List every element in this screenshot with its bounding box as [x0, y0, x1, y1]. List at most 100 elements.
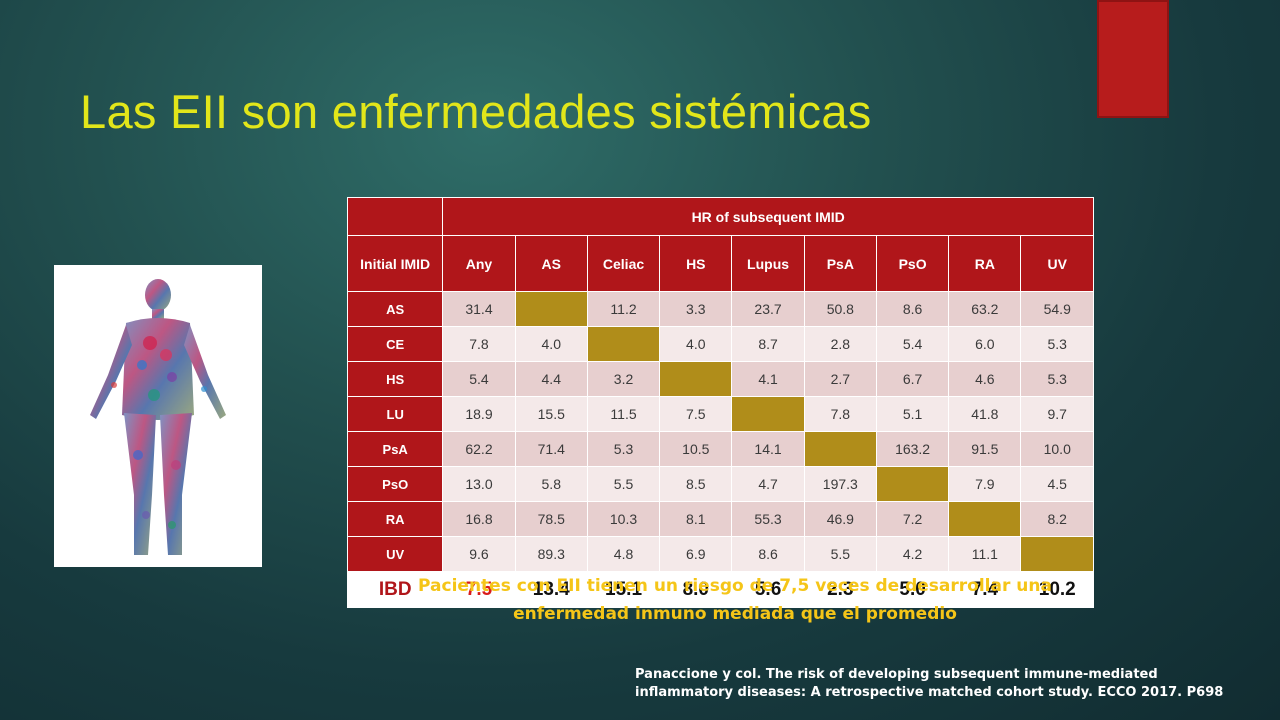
table-row: CE 7.8 4.0 4.0 8.7 2.8 5.4 6.0 5.3	[346, 326, 1094, 362]
row-header: CE	[346, 326, 444, 362]
table-cell: 46.9	[803, 501, 877, 537]
citation-line: inflammatory diseases: A retrospective m…	[635, 685, 1224, 700]
table-cell: 13.0	[442, 466, 516, 502]
table-cell: 8.7	[731, 326, 805, 362]
table-cell: 8.1	[659, 501, 733, 537]
diagonal-cell	[659, 361, 733, 397]
table-cell: 10.0	[1020, 431, 1094, 467]
table-cell: 8.2	[1020, 501, 1094, 537]
diagonal-cell	[875, 466, 950, 502]
column-header: HS	[659, 235, 733, 292]
table-row: HS 5.4 4.4 3.2 4.1 2.7 6.7 4.6 5.3	[346, 361, 1094, 397]
table-cell: 78.5	[514, 501, 588, 537]
ibd-row-header: IBD	[346, 571, 444, 608]
table-cell: 4.6	[948, 361, 1022, 397]
table-cell: 9.6	[442, 536, 516, 572]
column-header: Lupus	[731, 235, 805, 292]
row-header: PsA	[346, 431, 444, 467]
table-cell: 54.9	[1020, 291, 1094, 327]
table-cell: 5.5	[586, 466, 661, 502]
ibd-cell: 13.4	[514, 571, 588, 608]
row-header-title: Initial IMID	[346, 235, 444, 292]
table-cell: 15.5	[514, 396, 588, 432]
table-cell: 2.8	[803, 326, 877, 362]
table-cell: 4.2	[875, 536, 950, 572]
table-cell: 5.1	[875, 396, 950, 432]
table-cell: 7.8	[442, 326, 516, 362]
table-cell: 4.4	[514, 361, 588, 397]
table-row: PsA 62.2 71.4 5.3 10.5 14.1 163.2 91.5 10.0	[346, 431, 1094, 467]
column-header: AS	[514, 235, 588, 292]
table-cell: 4.1	[731, 361, 805, 397]
table-cell: 4.0	[514, 326, 588, 362]
table-cell: 3.2	[586, 361, 661, 397]
table-cell: 55.3	[731, 501, 805, 537]
table-cell: 18.9	[442, 396, 516, 432]
citation-line: Panaccione y col. The risk of developing…	[635, 667, 1158, 682]
table-row: RA 16.8 78.5 10.3 8.1 55.3 46.9 7.2 8.2	[346, 501, 1094, 537]
row-header: LU	[346, 396, 444, 432]
human-body-illustration	[54, 265, 262, 567]
table-cell: 23.7	[731, 291, 805, 327]
ibd-cell: 10.2	[1020, 571, 1094, 608]
note-line: enfermedad inmuno mediada que el promedi…	[513, 604, 957, 624]
diagonal-cell	[1020, 536, 1094, 572]
table-cell: 89.3	[514, 536, 588, 572]
table-cell: 91.5	[948, 431, 1022, 467]
table-cell: 5.8	[514, 466, 588, 502]
table-row: UV 9.6 89.3 4.8 6.9 8.6 5.5 4.2 11.1	[346, 536, 1094, 572]
table-group-header: HR of subsequent IMID	[442, 197, 1094, 236]
diagonal-cell	[514, 291, 588, 327]
table-cell: 6.7	[875, 361, 950, 397]
table-cell: 50.8	[803, 291, 877, 327]
ibd-cell: 8.0	[659, 571, 733, 608]
table-cell: 4.5	[1020, 466, 1094, 502]
table-cell: 16.8	[442, 501, 516, 537]
column-header: PsO	[875, 235, 950, 292]
table-cell: 7.9	[948, 466, 1022, 502]
column-header: PsA	[803, 235, 877, 292]
table-cell: 7.8	[803, 396, 877, 432]
table-row: AS 31.4 11.2 3.3 23.7 50.8 8.6 63.2 54.9	[346, 291, 1094, 327]
slide-title: Las EII son enfermedades sistémicas	[80, 85, 872, 138]
row-header: AS	[346, 291, 444, 327]
table-cell: 63.2	[948, 291, 1022, 327]
diagonal-cell	[948, 501, 1022, 537]
diagonal-cell	[731, 396, 805, 432]
table-cell: 6.9	[659, 536, 733, 572]
column-header: RA	[948, 235, 1022, 292]
table-cell: 14.1	[731, 431, 805, 467]
diagonal-cell	[586, 326, 661, 362]
table-cell: 5.3	[1020, 361, 1094, 397]
table-cell: 7.2	[875, 501, 950, 537]
note-line: Pacientes con EII tienen un riesgo de 7,…	[418, 576, 1052, 596]
ibd-cell: 2.3	[803, 571, 877, 608]
table-cell: 5.5	[803, 536, 877, 572]
row-header: HS	[346, 361, 444, 397]
table-cell: 3.3	[659, 291, 733, 327]
table-cell: 8.6	[731, 536, 805, 572]
table-cell: 6.0	[948, 326, 1022, 362]
ibd-cell: 5.6	[731, 571, 805, 608]
citation: Panaccione y col. The risk of developing…	[635, 666, 1275, 702]
table-column-header-row: Initial IMID Any AS Celiac HS Lupus PsA …	[346, 235, 1094, 292]
table-row: LU 18.9 15.5 11.5 7.5 7.8 5.1 41.8 9.7	[346, 396, 1094, 432]
table-cell: 11.2	[586, 291, 661, 327]
table-cell: 11.1	[948, 536, 1022, 572]
table-cell: 7.5	[659, 396, 733, 432]
table-cell: 5.4	[875, 326, 950, 362]
key-finding-note: Pacientes con EII tienen un riesgo de 7,…	[370, 572, 1100, 628]
table-cell: 71.4	[514, 431, 588, 467]
table-cell: 10.3	[586, 501, 661, 537]
table-cell: 62.2	[442, 431, 516, 467]
row-header: RA	[346, 501, 444, 537]
table-cell: 4.8	[586, 536, 661, 572]
column-header: Any	[442, 235, 516, 292]
table-cell: 41.8	[948, 396, 1022, 432]
table-cell: 5.4	[442, 361, 516, 397]
diagonal-cell	[803, 431, 877, 467]
ibd-row: IBD 7.5 13.4 15.1 8.0 5.6 2.3 5.0 7.4 10.2	[346, 571, 1094, 608]
table-cell: 9.7	[1020, 396, 1094, 432]
column-header: UV	[1020, 235, 1094, 292]
accent-bar	[1097, 0, 1169, 118]
